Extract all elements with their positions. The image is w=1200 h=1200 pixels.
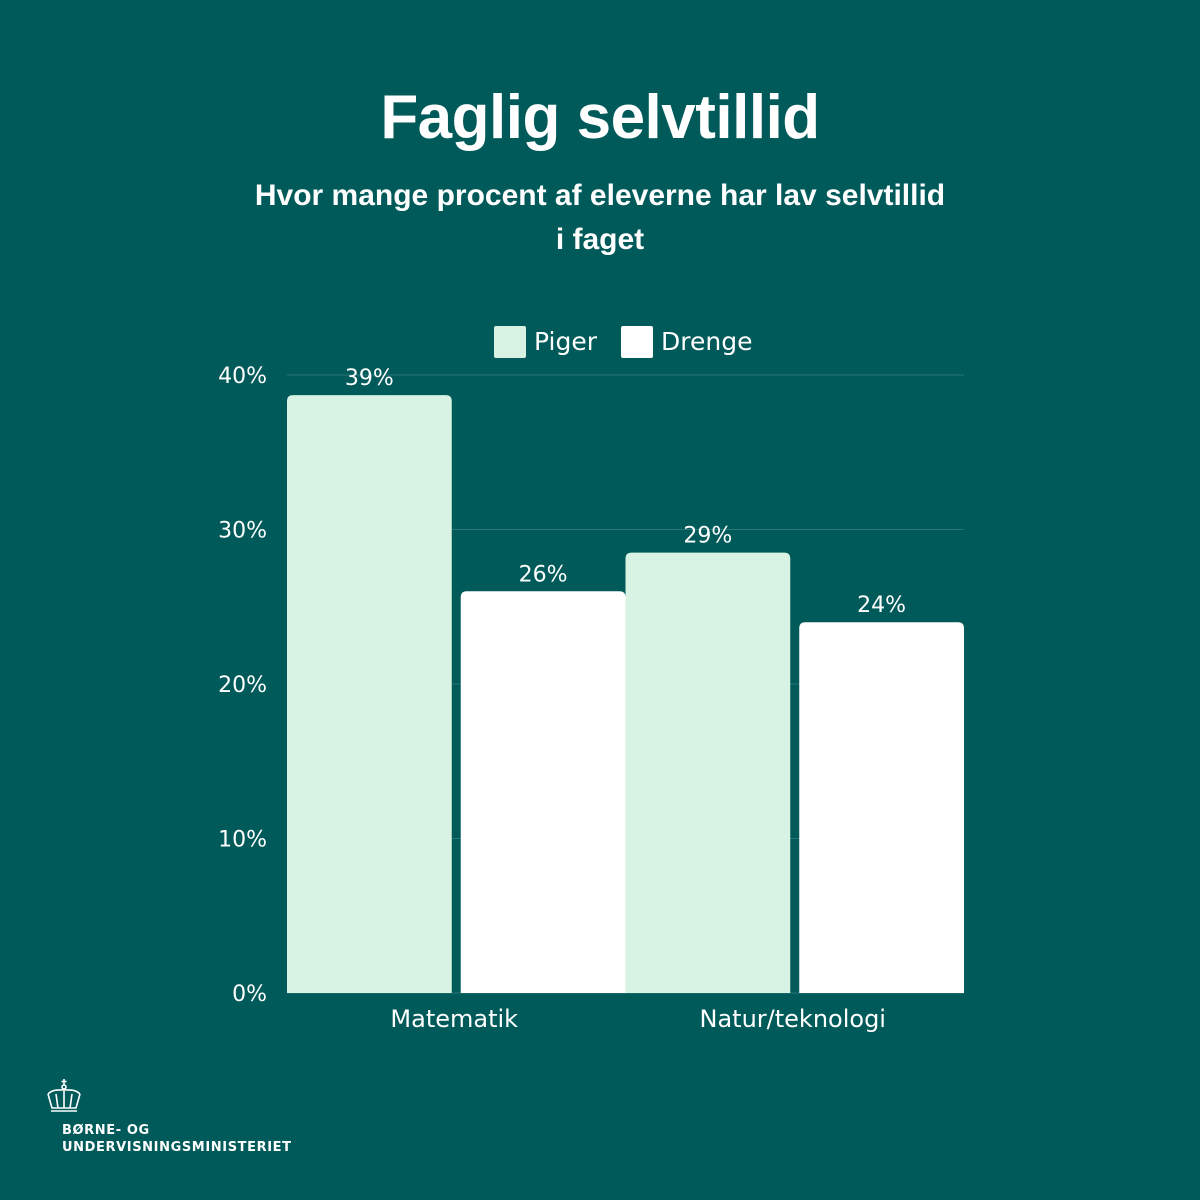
bar bbox=[460, 591, 626, 993]
bar-data-labels: 39% 26% 29% 24% bbox=[345, 366, 906, 618]
ministry-crown-logo-icon bbox=[44, 1078, 84, 1119]
legend-swatch bbox=[621, 326, 653, 358]
bar-data-label: 39% bbox=[345, 366, 394, 391]
x-axis-ticks: Matematik Natur/teknologi bbox=[390, 1005, 886, 1033]
ministry-logo-text: BØRNE- OG UNDERVISNINGSMINISTERIET bbox=[62, 1122, 292, 1156]
legend-label: Drenge bbox=[661, 327, 752, 356]
y-tick-label: 40% bbox=[218, 364, 267, 389]
y-tick-label: 30% bbox=[218, 519, 267, 544]
logo-line-2: UNDERVISNINGSMINISTERIET bbox=[62, 1140, 292, 1155]
chart-title: Faglig selvtillid bbox=[380, 83, 820, 152]
y-tick-label: 10% bbox=[218, 828, 267, 853]
bar-data-label: 29% bbox=[683, 524, 732, 549]
legend-label: Piger bbox=[534, 327, 598, 356]
y-tick-label: 0% bbox=[232, 982, 267, 1007]
legend-swatch bbox=[494, 326, 526, 358]
bar-data-label: 26% bbox=[519, 562, 568, 587]
y-tick-label: 20% bbox=[218, 673, 267, 698]
bars bbox=[287, 395, 964, 994]
y-axis-ticks: 0% 10% 20% 30% 40% bbox=[218, 364, 267, 1007]
bar-data-label: 24% bbox=[857, 593, 906, 618]
bar bbox=[799, 622, 964, 993]
x-tick-label: Natur/teknologi bbox=[700, 1005, 886, 1033]
bar bbox=[625, 552, 791, 993]
chart-subtitle: Hvor mange procent af eleverne har lav s… bbox=[254, 179, 946, 256]
x-tick-label: Matematik bbox=[390, 1005, 518, 1033]
legend: Piger Drenge bbox=[494, 326, 752, 358]
logo-line-1: BØRNE- OG bbox=[62, 1123, 150, 1138]
bar bbox=[287, 395, 452, 994]
